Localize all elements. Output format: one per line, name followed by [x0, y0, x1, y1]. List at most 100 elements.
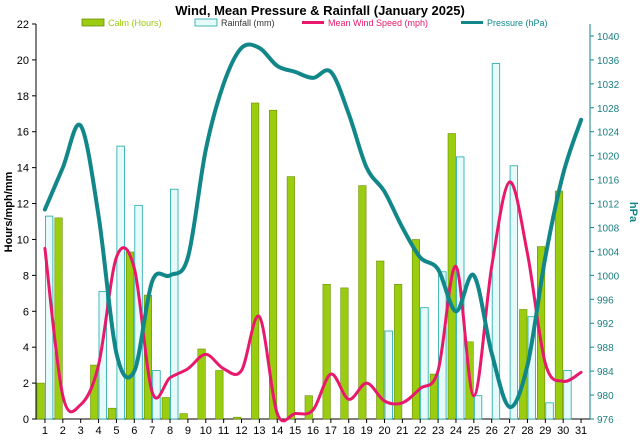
x-tick-label: 16 — [307, 425, 319, 437]
y2-tick-label: 1008 — [597, 223, 620, 234]
rainfall-bars — [45, 63, 572, 420]
x-tick-label: 9 — [185, 425, 191, 437]
x-ticks: 1 2 3 4 5 6 7 8 9 10 11 12 13 14 15 16 17 18 19 20 21 22 23 24 2… — [42, 419, 587, 437]
calm-bar — [251, 102, 260, 420]
x-tick-label: 10 — [200, 425, 212, 437]
x-tick-label: 13 — [253, 425, 265, 437]
line-series — [42, 42, 584, 423]
y-tick-label: 22 — [17, 19, 29, 31]
x-tick-label: 14 — [271, 425, 283, 437]
x-tick-label: 1 — [42, 425, 48, 437]
legend-swatch — [194, 18, 218, 27]
rainfall-bar — [116, 145, 125, 420]
calm-bar — [554, 190, 564, 420]
calm-bar — [340, 287, 349, 420]
y2-tick-label: 1000 — [597, 271, 620, 282]
calm-bar — [394, 283, 403, 420]
calm-bar — [286, 176, 295, 420]
legend-label: Calm (Hours) — [108, 18, 162, 28]
y2-tick-label: 1036 — [597, 56, 620, 67]
y-tick-label: 20 — [17, 55, 29, 67]
pressure-line — [42, 42, 584, 409]
y2-tick-label: 980 — [597, 391, 614, 402]
calm-bar — [215, 370, 224, 420]
y2-tick-label: 1024 — [597, 128, 620, 139]
rainfall-bar — [473, 395, 483, 420]
y2-tick-label: 1016 — [597, 176, 620, 187]
y2-tick-label: 988 — [597, 343, 614, 354]
y-tick-label: 12 — [17, 199, 29, 211]
rainfall-bar — [420, 307, 429, 420]
x-tick-label: 27 — [503, 425, 515, 437]
chart-title: Wind, Mean Pressure & Rainfall (January … — [175, 3, 465, 18]
calm-bar — [179, 413, 188, 420]
calm-bar — [304, 395, 313, 420]
y-tick-label: 8 — [23, 270, 29, 282]
x-tick-label: 30 — [557, 425, 569, 437]
x-tick-label: 11 — [218, 425, 229, 437]
x-tick-label: 20 — [378, 425, 390, 437]
x-tick-label: 3 — [78, 425, 84, 437]
y2-tick-label: 1012 — [597, 200, 620, 211]
calm-bar — [429, 373, 438, 420]
x-tick-label: 28 — [521, 425, 533, 437]
y-tick-label: 14 — [17, 163, 29, 175]
y2-tick-label: 1004 — [597, 247, 620, 258]
x-tick-label: 23 — [432, 425, 444, 437]
y2-tick-label: 1032 — [597, 80, 620, 91]
x-tick-label: 26 — [486, 425, 498, 437]
right-y-ticks: 976 980 984 988 992 996 1000 1004 1008 1012 1016 10… — [590, 32, 620, 426]
calm-bar — [108, 407, 117, 420]
left-y-ticks: 0 2 4 6 8 10 12 14 16 18 20 22 — [17, 19, 36, 426]
legend-label: Mean Wind Speed (mph) — [328, 18, 428, 28]
y-tick-label: 18 — [17, 91, 29, 103]
x-tick-label: 5 — [113, 425, 119, 437]
calm-bar — [376, 260, 385, 420]
y-tick-label: 2 — [23, 378, 29, 390]
y2-axis-title: hPa — [627, 202, 639, 223]
y2-tick-label: 996 — [597, 295, 614, 306]
x-tick-label: 19 — [360, 425, 372, 437]
x-tick-label: 29 — [539, 425, 551, 437]
legend-label: Pressure (hPa) — [487, 18, 548, 28]
x-tick-label: 6 — [131, 425, 137, 437]
x-tick-label: 18 — [343, 425, 355, 437]
wind-speed-line — [43, 180, 583, 423]
x-tick-label: 15 — [289, 425, 301, 437]
y2-tick-label: 1020 — [597, 152, 620, 163]
y-tick-label: 10 — [17, 234, 29, 246]
calm-bar — [126, 251, 135, 420]
x-tick-label: 8 — [167, 425, 173, 437]
y2-tick-label: 976 — [597, 415, 614, 426]
calm-bar — [268, 109, 278, 420]
calm-bar — [161, 397, 170, 420]
rainfall-bar — [170, 188, 179, 420]
x-tick-label: 4 — [95, 425, 101, 437]
rainfall-bar — [545, 402, 554, 420]
calm-bar — [322, 283, 331, 420]
rainfall-bar — [384, 330, 393, 420]
calm-bar — [54, 217, 63, 420]
calm-bar — [411, 239, 421, 420]
x-tick-label: 7 — [149, 425, 155, 437]
legend-swatch — [81, 18, 105, 27]
y-tick-label: 4 — [23, 342, 29, 354]
rainfall-bar — [563, 370, 572, 420]
x-tick-label: 25 — [468, 425, 480, 437]
calm-bar — [36, 382, 45, 420]
calm-bar — [197, 348, 206, 420]
x-tick-label: 24 — [450, 425, 462, 437]
calm-bar — [358, 185, 367, 420]
y2-tick-label: 984 — [597, 367, 614, 378]
x-tick-label: 31 — [575, 425, 587, 437]
legend-label: Rainfall (mm) — [221, 18, 275, 28]
y-axis-title: Hours/mph/mm — [3, 171, 15, 252]
y-tick-label: 16 — [17, 127, 29, 139]
x-tick-label: 22 — [414, 425, 426, 437]
y-tick-label: 6 — [23, 306, 29, 318]
legend: Calm (Hours) Rainfall (mm) Mean Wind Speed… — [81, 18, 548, 28]
x-tick-label: 2 — [60, 425, 66, 437]
y-tick-label: 0 — [23, 414, 29, 426]
calm-bar — [233, 416, 242, 420]
